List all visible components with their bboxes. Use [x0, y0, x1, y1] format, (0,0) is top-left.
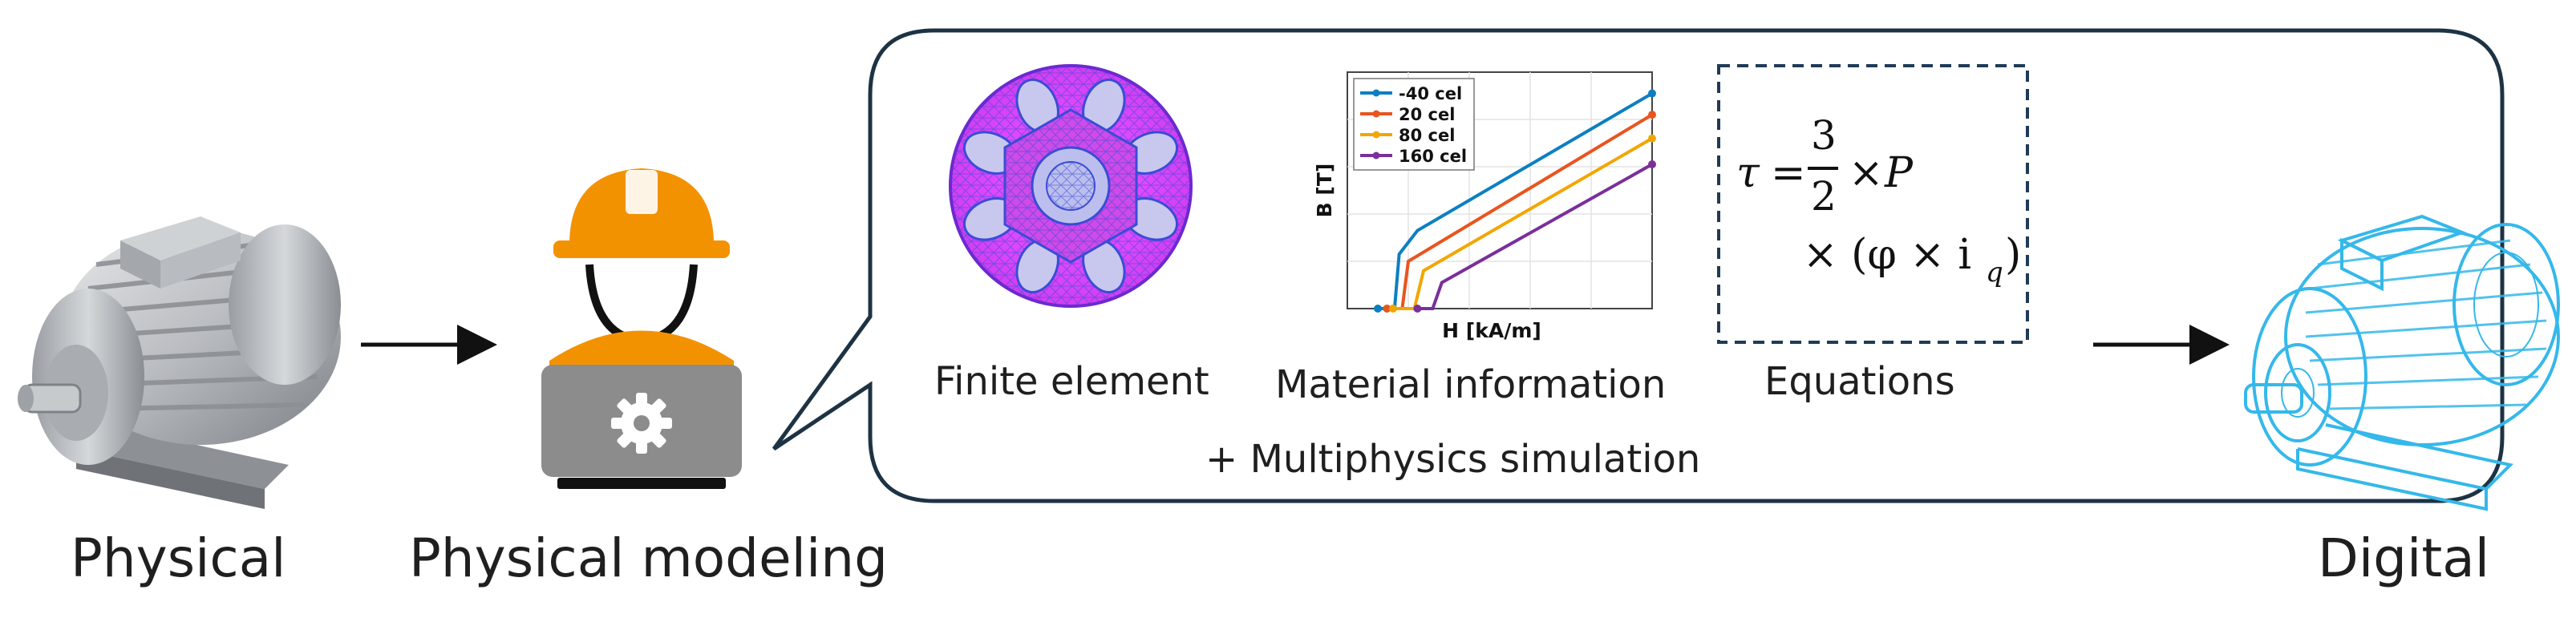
gear-icon [611, 393, 672, 454]
label-multiphysics: + Multiphysics simulation [1205, 437, 1701, 482]
series-point [1648, 89, 1656, 98]
equation-close-paren: ) [2005, 231, 2022, 279]
series-point [1413, 305, 1422, 313]
legend-label: 20 cel [1399, 105, 1455, 124]
legend-label: 160 cel [1399, 147, 1467, 166]
series-point [1648, 111, 1656, 119]
physical-motor-illustration [18, 216, 341, 509]
label-equations: Equations [1764, 359, 1955, 404]
series-point [1648, 134, 1656, 143]
legend-marker [1372, 151, 1380, 160]
series-point [1374, 305, 1382, 313]
label-finite-element: Finite element [934, 359, 1209, 404]
series-point [1648, 160, 1656, 169]
equation-times: × [1849, 149, 1884, 197]
y-axis-label: B [T] [1313, 164, 1336, 218]
label-physical-modeling: Physical modeling [409, 527, 889, 589]
finite-element-mesh [949, 64, 1193, 308]
label-physical: Physical [71, 527, 286, 589]
series-point [1389, 305, 1397, 313]
label-material-information: Material information [1275, 362, 1667, 407]
bh-curve-chart: -40 cel 20 cel 80 cel 160 cel H [kA/m] B [T] [1313, 71, 1656, 342]
label-digital: Digital [2318, 527, 2490, 589]
legend-marker [1372, 89, 1380, 97]
series-point [1383, 305, 1391, 313]
equation-fraction-bar [1808, 167, 1838, 170]
equation-tau: τ [1736, 149, 1760, 197]
engineer-icon [541, 168, 742, 489]
equation-box [1717, 64, 2029, 344]
legend-label: 80 cel [1399, 126, 1455, 145]
equation-numerator: 3 [1811, 112, 1837, 159]
x-axis-label: H [kA/m] [1442, 319, 1541, 342]
digital-motor-illustration [2244, 214, 2560, 511]
legend-label: -40 cel [1399, 84, 1462, 103]
equation-formula: τ = 3 2 × P × (φ × i q ) [1732, 112, 2021, 321]
series-line-2 [1393, 136, 1654, 310]
equation-line2: × (φ × i [1803, 231, 1972, 279]
equation-denominator: 2 [1811, 173, 1837, 220]
equation-p: P [1885, 149, 1913, 197]
legend-marker [1372, 110, 1380, 118]
equation-equals: = [1771, 149, 1806, 197]
series-line-3 [1417, 163, 1653, 310]
legend-marker [1372, 131, 1380, 139]
equation-subscript: q [1986, 256, 2003, 289]
